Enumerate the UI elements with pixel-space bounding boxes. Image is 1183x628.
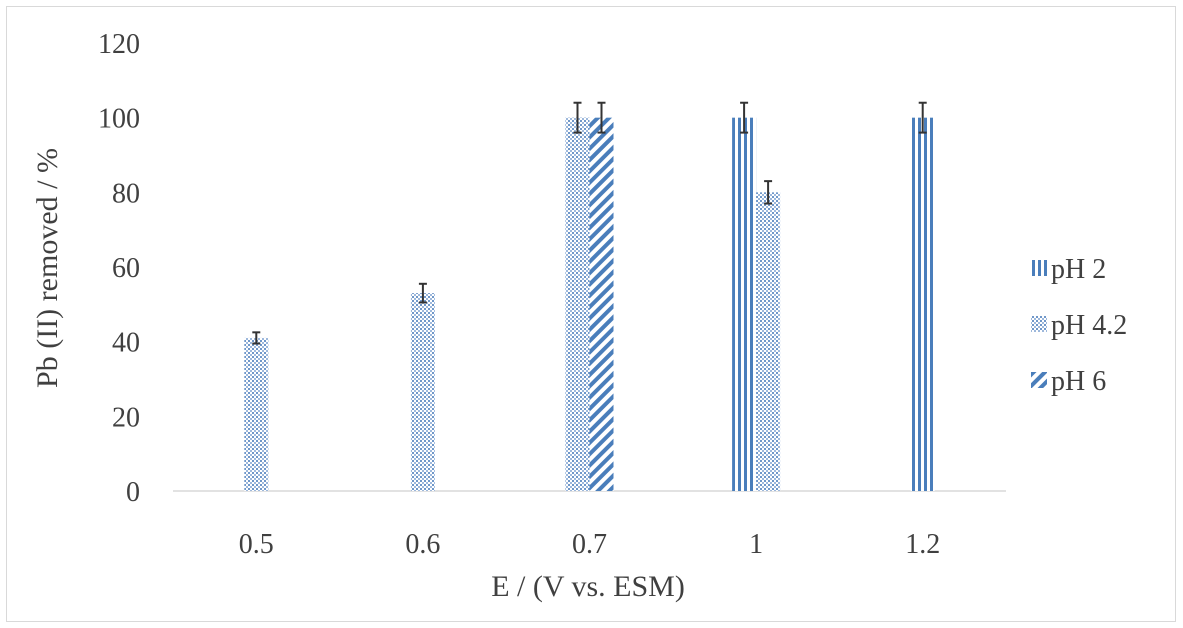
y-tick-label: 0 xyxy=(126,477,140,508)
y-tick-label: 40 xyxy=(112,328,140,359)
bar-ph-4.2-0.5 xyxy=(244,337,269,491)
legend-label: pH 6 xyxy=(1051,366,1106,397)
legend-swatch-ph-4.2 xyxy=(1031,316,1047,332)
x-tick-label: 0.5 xyxy=(239,529,274,560)
bar-ph-4.2-1 xyxy=(756,192,781,492)
y-tick-label: 120 xyxy=(98,29,140,60)
x-tick-label: 0.6 xyxy=(405,529,440,560)
error-bar xyxy=(764,180,773,205)
error-bar xyxy=(252,331,261,345)
y-axis-title: Pb (II) removed / % xyxy=(31,148,64,388)
error-bar xyxy=(918,101,927,134)
bar-ph-4.2-0.6 xyxy=(410,293,435,491)
y-tick-label: 20 xyxy=(112,402,140,433)
bar-ph-2-1 xyxy=(732,117,757,492)
legend-label: pH 4.2 xyxy=(1051,310,1127,341)
error-bar xyxy=(573,101,582,134)
legend-label: pH 2 xyxy=(1051,254,1106,285)
error-bar xyxy=(740,101,749,134)
bar-ph-4.2-0.7 xyxy=(565,117,590,492)
x-tick-label: 1 xyxy=(749,529,763,560)
y-tick-label: 100 xyxy=(98,104,140,135)
x-tick-label: 0.7 xyxy=(572,529,607,560)
legend-swatch-ph-6 xyxy=(1031,372,1047,388)
error-bar xyxy=(418,282,427,304)
y-tick-label: 60 xyxy=(112,253,140,284)
x-axis-title: E / (V vs. ESM) xyxy=(491,570,685,603)
legend: pH 2 pH 4.2 pH 6 xyxy=(1031,254,1127,397)
legend-swatch-ph-2 xyxy=(1031,260,1047,276)
error-bar xyxy=(597,101,606,134)
y-tick-label: 80 xyxy=(112,178,140,209)
x-tick-label: 1.2 xyxy=(905,529,940,560)
bar-ph-6-0.7 xyxy=(589,117,614,492)
bar-ph-2-1.2 xyxy=(910,117,935,492)
